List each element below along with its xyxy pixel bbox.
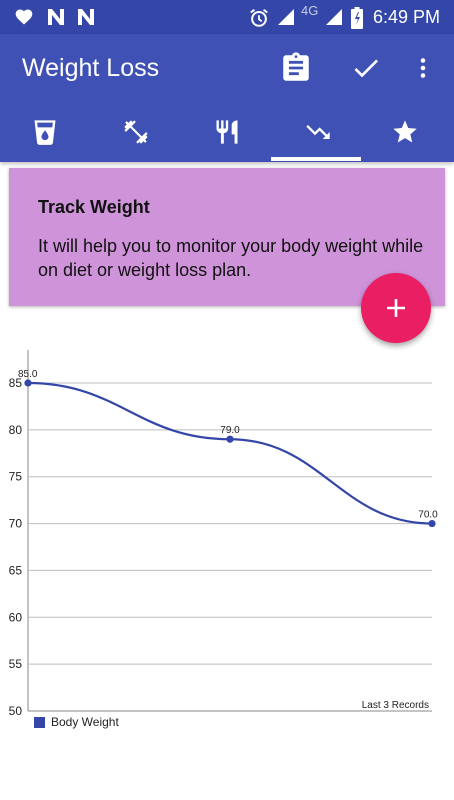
data-point (24, 379, 32, 387)
dumbbell-icon (124, 120, 148, 144)
more-options-button[interactable] (403, 48, 443, 88)
legend-swatch (34, 716, 45, 728)
tab-weight-tracking[interactable] (273, 102, 363, 162)
heart-icon (15, 9, 33, 25)
alarm-icon (250, 8, 268, 27)
y-tick-label: 50 (9, 704, 23, 718)
app-bar: Weight Loss (0, 34, 454, 162)
legend-label: Body Weight (51, 715, 119, 729)
app-title: Weight Loss (22, 54, 160, 82)
clipboard-button[interactable] (276, 48, 316, 88)
y-tick-label: 80 (9, 423, 23, 437)
y-tick-label: 85 (9, 376, 23, 390)
plus-icon (387, 299, 405, 317)
chart-description: Last 3 Records (362, 700, 429, 711)
series-line (27, 381, 433, 525)
tab-favorites[interactable] (360, 102, 450, 162)
data-label: 79.0 (220, 425, 240, 436)
more-vert-icon (420, 58, 426, 78)
data-label: 70.0 (418, 510, 438, 521)
status-bar: 4G 6:49 PM (0, 0, 454, 34)
weight-chart: 50 55 60 65 70 75 80 85 Last 3 Records 85.0 79.0 70… (9, 350, 438, 718)
check-icon (354, 59, 378, 78)
network-type-label: 4G (301, 3, 319, 18)
add-weight-button[interactable] (361, 273, 431, 343)
tab-bar (0, 102, 454, 162)
status-time: 6:49 PM (372, 7, 440, 27)
data-point (226, 435, 234, 443)
data-label: 85.0 (18, 369, 38, 380)
tab-diet[interactable] (182, 102, 272, 162)
y-tick-label: 70 (9, 517, 23, 531)
y-tick-label: 75 (9, 470, 23, 484)
chart-legend: Body Weight (34, 714, 119, 730)
save-check-button[interactable] (346, 48, 386, 88)
fork-knife-icon (216, 120, 238, 144)
star-icon (393, 120, 417, 143)
signal-icon (278, 9, 294, 25)
data-point (428, 519, 436, 528)
tab-indicator (271, 157, 361, 161)
card-body: It will help you to monitor your body we… (38, 236, 424, 280)
trending-down-icon (306, 125, 330, 139)
y-tick-label: 60 (9, 610, 23, 624)
water-glass-icon (34, 120, 56, 145)
y-tick-label: 55 (9, 657, 23, 671)
battery-icon (351, 7, 363, 29)
clipboard-icon (283, 52, 309, 81)
tab-water[interactable] (0, 102, 90, 162)
n-notification-icon (78, 9, 94, 25)
card-title: Track Weight (38, 197, 150, 217)
y-tick-label: 65 (9, 563, 23, 577)
n-notification-icon (48, 9, 64, 25)
signal-icon (326, 9, 342, 25)
tab-exercise[interactable] (91, 102, 181, 162)
